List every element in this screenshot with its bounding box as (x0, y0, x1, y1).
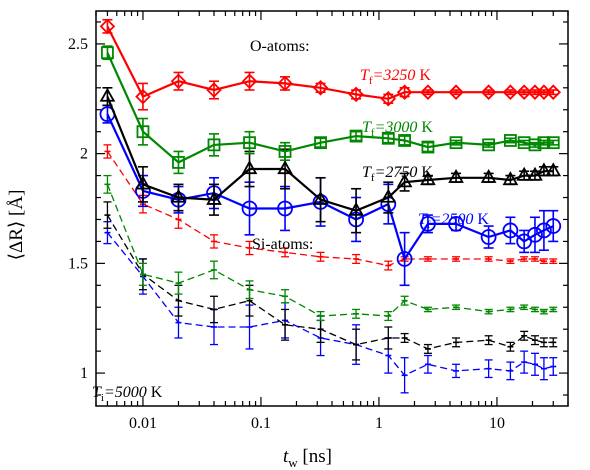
data-point (135, 88, 151, 105)
o-atoms-label: O-atoms: (250, 38, 310, 55)
data-point (381, 131, 395, 145)
data-point (241, 160, 258, 175)
data-point (448, 215, 464, 232)
data-point (241, 73, 258, 89)
data-point (480, 229, 497, 245)
series-o-atoms-2 (99, 87, 562, 234)
data-point (537, 136, 551, 150)
ti-value: =5000 (104, 384, 147, 401)
data-point (206, 190, 222, 205)
data-point (277, 200, 293, 217)
data-point (206, 82, 222, 98)
series-si-atoms-6 (103, 201, 558, 361)
series-si-atoms-4 (103, 144, 558, 271)
data-point (448, 168, 464, 183)
ti-label: Ti=5000 K (92, 384, 163, 404)
data-point (243, 136, 256, 150)
y-tick-label: 2.5 (68, 36, 88, 53)
data-point (420, 84, 436, 100)
data-point (396, 84, 413, 100)
data-point (314, 136, 327, 150)
data-point (99, 18, 116, 35)
data-point (135, 175, 151, 190)
series-line (106, 113, 554, 262)
y-tick-label: 1 (80, 365, 88, 382)
series-label-2750: Tf=2750 K (362, 164, 433, 184)
data-point (277, 160, 293, 175)
series-line (106, 96, 554, 212)
data-point (380, 188, 397, 203)
ti-main: T (92, 384, 102, 401)
series-label-2500: Tf=2500 K (418, 211, 489, 231)
data-point (516, 84, 532, 100)
data-point (545, 84, 562, 100)
series-line (106, 232, 554, 377)
data-point (536, 162, 552, 177)
data-point (278, 145, 292, 158)
x-tick-label: 1 (375, 415, 383, 432)
data-point (502, 84, 519, 100)
data-point (241, 200, 258, 217)
data-point (396, 251, 413, 267)
series-o-atoms-0 (99, 18, 562, 111)
data-point (348, 86, 364, 103)
data-point (99, 87, 116, 102)
data-point (277, 75, 293, 92)
series-layer (99, 18, 562, 394)
ti-sub: i (101, 392, 104, 404)
data-point (348, 201, 364, 216)
data-point (421, 140, 435, 154)
series-si-atoms-5 (103, 174, 558, 322)
series-label-3250: Tf=3250 K (360, 67, 431, 87)
series-line (106, 52, 554, 164)
data-point (398, 134, 412, 147)
x-tick-label: 0.01 (129, 415, 157, 432)
data-point (546, 136, 560, 150)
series-line (106, 184, 554, 317)
x-axis-title: tw [ns] (283, 446, 332, 470)
data-point (480, 84, 497, 100)
data-point (170, 188, 187, 203)
series-o-atoms-1 (101, 45, 560, 175)
data-point (136, 125, 150, 139)
data-point (170, 73, 187, 89)
data-point (380, 91, 397, 107)
data-point (312, 80, 329, 96)
data-point (480, 168, 497, 183)
series-label-3000: Tf=3000 K (362, 119, 433, 139)
data-point (420, 215, 436, 232)
data-point (502, 222, 519, 239)
data-point (312, 190, 329, 205)
series-line (106, 214, 554, 350)
x-tick-label: 0.1 (251, 415, 271, 432)
data-point (516, 166, 532, 181)
data-point (545, 162, 562, 177)
data-point (349, 129, 363, 143)
data-point (545, 218, 562, 234)
data-point (536, 222, 552, 239)
y-axis-title: ⟨ΔR⟩ [Å] (6, 190, 27, 261)
ti-unit: K (147, 384, 163, 401)
series-line (106, 151, 554, 267)
data-point (482, 138, 496, 152)
y-tick-label: 2 (80, 146, 88, 163)
data-point (502, 171, 519, 186)
si-atoms-label: Si-atoms: (252, 236, 313, 253)
data-point (527, 226, 543, 243)
x-tick-label: 10 (489, 415, 505, 432)
ticks-layer: 0.01 0.1 1 10 1 1.5 2 2.5 (68, 11, 569, 432)
data-point (396, 173, 413, 188)
data-point (448, 84, 464, 100)
data-point (101, 46, 114, 60)
data-point (420, 171, 436, 186)
data-point (504, 134, 517, 147)
data-point (449, 136, 463, 150)
y-tick-label: 1.5 (68, 255, 88, 272)
data-point (172, 156, 185, 169)
data-point (207, 138, 221, 152)
